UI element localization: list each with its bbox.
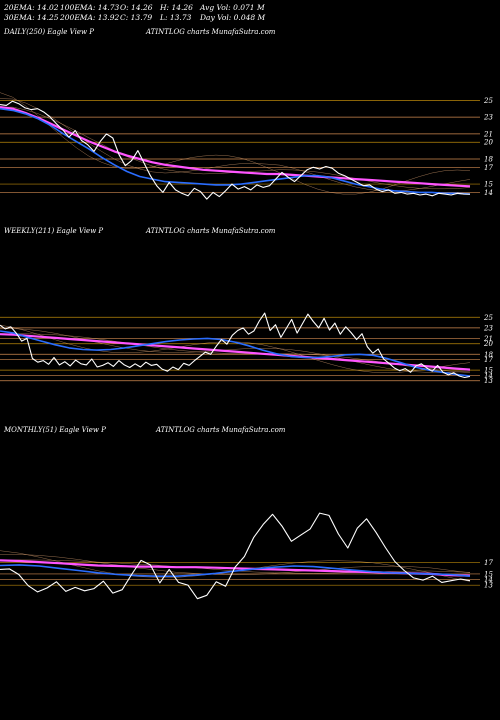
weekly-y-tick-label: 20 (483, 340, 493, 348)
weekly-ema-long-line (0, 333, 471, 371)
monthly-ema-short-line (0, 564, 471, 578)
header-open: O: 14.26 (120, 3, 153, 12)
weekly-ma-thin-line (0, 328, 471, 373)
header-ema200: 200EMA: 13.92 (60, 13, 120, 22)
header-day-vol: Day Vol: 0.048 M (200, 13, 266, 22)
weekly-y-tick-label: 23 (483, 324, 493, 332)
monthly-panel-watermark: ATINTLOG charts MunafaSutra.com (156, 426, 286, 434)
daily-panel-watermark: ATINTLOG charts MunafaSutra.com (146, 28, 276, 36)
weekly-y-tick-label: 25 (483, 314, 493, 322)
monthly-price-line (0, 512, 471, 600)
monthly-y-tick-label: 15 (484, 570, 493, 578)
daily-y-tick-label: 25 (483, 97, 493, 105)
header-low: L: 13.73 (160, 13, 192, 22)
daily-y-tick-label: 20 (483, 139, 493, 147)
daily-panel-label: DAILY(250) Eagle View P (4, 28, 94, 36)
daily-y-tick-label: 18 (484, 155, 493, 163)
weekly-panel-watermark: ATINTLOG charts MunafaSutra.com (146, 227, 276, 235)
daily-y-tick-label: 14 (484, 189, 493, 197)
weekly-y-tick-label: 14 (484, 372, 493, 380)
weekly-panel-label: WEEKLY(211) Eagle View P (4, 227, 104, 235)
header-ema30: 30EMA: 14.25 (4, 13, 59, 22)
daily-price-line (0, 100, 471, 200)
weekly-y-tick-label: 18 (484, 351, 493, 359)
daily-ema-long-line (0, 106, 471, 188)
daily-ma-thin-line (0, 98, 471, 192)
daily-y-tick-label: 15 (484, 181, 493, 189)
daily-y-tick-label: 17 (484, 164, 493, 172)
daily-y-tick-label: 23 (483, 114, 493, 122)
daily-ma-thin-line (0, 106, 471, 190)
weekly-price-line (0, 312, 471, 379)
monthly-panel-label: MONTHLY(51) Eagle View P (4, 426, 106, 434)
monthly-y-tick-label: 17 (484, 559, 493, 567)
header-close: C: 13.79 (120, 13, 153, 22)
daily-ema-short-line (0, 107, 471, 195)
daily-y-tick-label: 21 (483, 130, 493, 138)
header-ema100: 100EMA: 14.73 (60, 3, 120, 12)
weekly-y-tick-label: 17 (484, 356, 493, 364)
weekly-y-tick-label: 21 (483, 335, 493, 343)
weekly-ema-short-line (0, 330, 471, 377)
monthly-y-tick-label: 13 (484, 582, 493, 590)
header-high: H: 14.26 (160, 3, 193, 12)
daily-ma-thin-line (0, 92, 471, 195)
header-ema20: 20EMA: 14.02 (4, 3, 59, 12)
monthly-y-tick-label: 14 (484, 576, 493, 584)
monthly-ma-thin-line (0, 554, 471, 576)
weekly-y-tick-label: 15 (484, 367, 493, 375)
weekly-y-tick-label: 13 (484, 377, 493, 385)
header-avg-vol: Avg Vol: 0.071 M (200, 3, 265, 12)
